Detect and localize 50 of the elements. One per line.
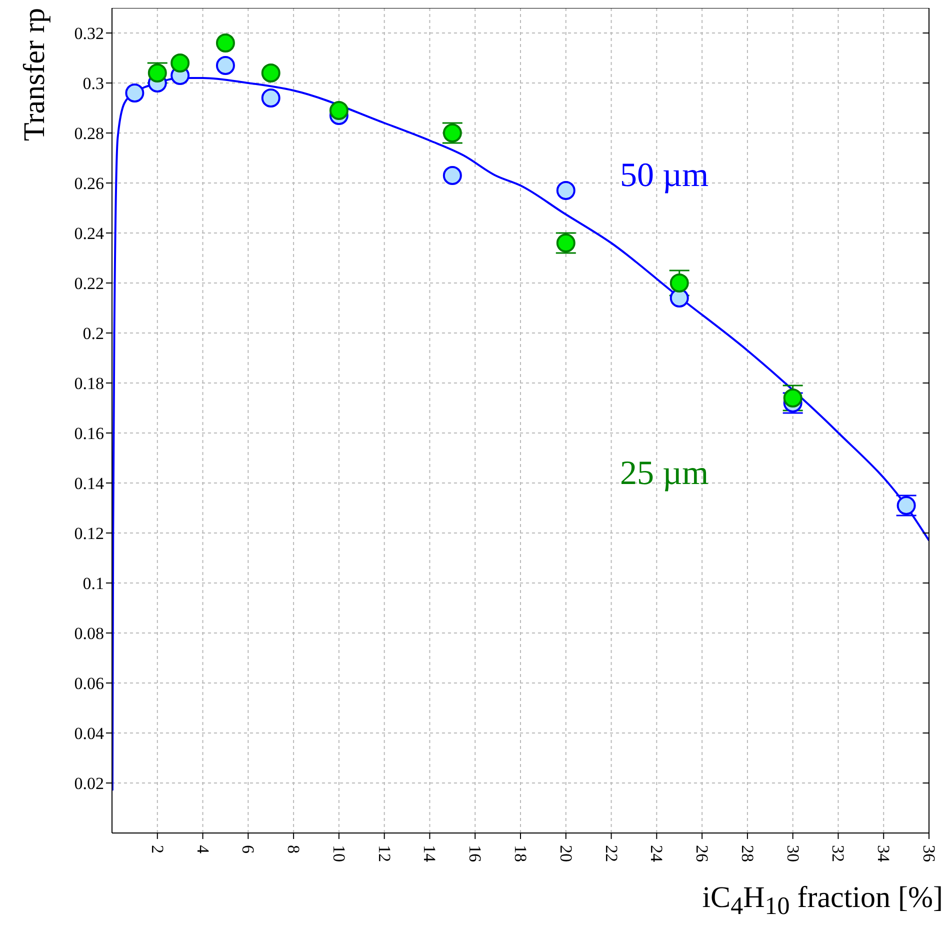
point <box>170 54 190 72</box>
x-axis-title: iC$_{4}$H$_{10}$ fraction [%] <box>702 880 943 922</box>
point <box>329 101 348 120</box>
x-tick-label: 22 <box>602 845 621 862</box>
x-tick-label: 10 <box>329 845 348 862</box>
y-tick-label: 0.16 <box>74 424 104 444</box>
y-tick-label: 0.18 <box>74 374 104 394</box>
y-tick-label: 0.1 <box>82 574 104 594</box>
y-axis-title: Transfer rp <box>18 8 52 144</box>
point <box>442 166 462 185</box>
x-tick-label: 34 <box>874 845 894 862</box>
point <box>556 181 576 200</box>
y-tick-label: 0.06 <box>74 674 104 694</box>
x-tick-label: 32 <box>828 845 848 862</box>
x-tick-label: 30 <box>783 845 802 862</box>
y-tick-label: 0.3 <box>82 74 104 94</box>
point <box>783 388 802 408</box>
y-tick-label: 0.08 <box>74 624 104 644</box>
text: 25 µm <box>620 454 709 494</box>
point <box>670 288 689 308</box>
x-tick-label: 12 <box>374 845 394 862</box>
y-tick-label: 0.22 <box>74 274 104 294</box>
x-tick-label: 28 <box>738 845 757 862</box>
x-tick-label: 18 <box>511 845 530 862</box>
x-tick-label: 26 <box>692 845 712 862</box>
y-tick-label: 0.26 <box>74 174 104 194</box>
x-tick-label: 2 <box>148 845 167 854</box>
point <box>216 56 235 75</box>
y-tick-label: 0.24 <box>74 224 104 244</box>
point <box>261 88 280 108</box>
x-tick-label: 14 <box>420 845 440 862</box>
y-tick-label: 0.12 <box>74 524 104 544</box>
x-tick-label: 24 <box>647 845 666 862</box>
x-tick-label: 20 <box>556 845 576 862</box>
x-tick-label: 36 <box>920 845 938 862</box>
series-label: 50 µm <box>620 156 709 196</box>
point <box>670 274 689 292</box>
point <box>125 84 144 102</box>
point <box>216 34 235 52</box>
x-tick-label: 4 <box>193 845 212 854</box>
y-tick-label: 0.14 <box>74 474 104 494</box>
x-tick-label: 16 <box>466 845 485 862</box>
y-tick-label: 0.2 <box>82 324 104 344</box>
point <box>261 64 280 82</box>
y-tick-label: 0.32 <box>74 24 104 44</box>
y-tick-label: 0.28 <box>74 124 104 144</box>
x-tick-label: 6 <box>238 845 258 854</box>
y-tick-label: 0.04 <box>74 724 104 744</box>
x-tick-label: 8 <box>284 845 304 854</box>
y-tick-label: 0.02 <box>74 774 104 794</box>
